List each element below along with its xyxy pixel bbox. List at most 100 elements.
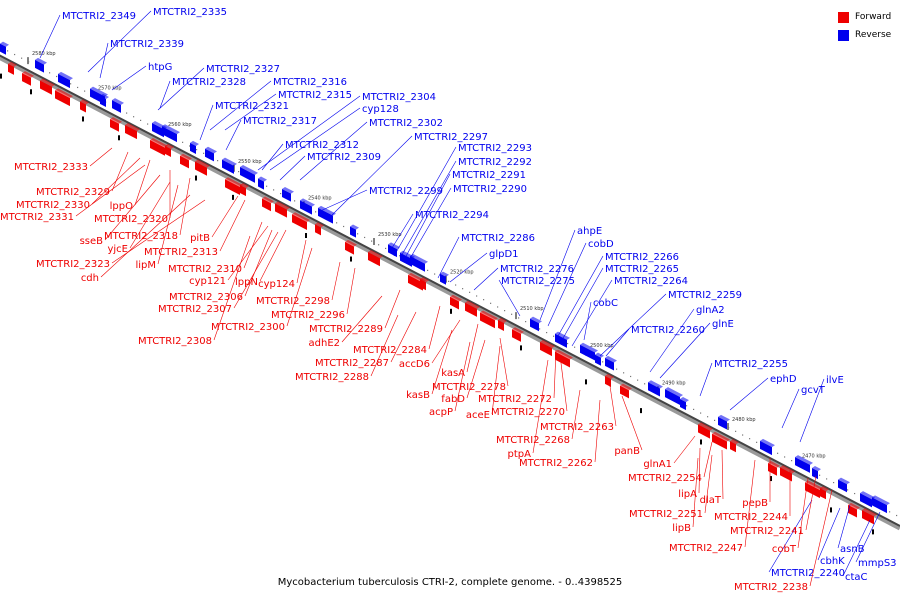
svg-text:MTCTRI2_2316: MTCTRI2_2316 xyxy=(273,77,347,88)
tick-label: 2470 kbp xyxy=(802,454,826,460)
tick-label: 2500 kbp xyxy=(590,343,614,349)
gene-label: MTCTRI2_2292 xyxy=(399,157,532,259)
gene-label: MTCTRI2_2335 xyxy=(87,7,227,73)
svg-text:MTCTRI2_2240: MTCTRI2_2240 xyxy=(771,568,845,579)
minor-tick xyxy=(140,119,142,121)
minor-tick xyxy=(371,240,373,242)
minor-tick xyxy=(70,83,72,85)
minor-tick xyxy=(357,233,359,235)
tick-label: 2510 kbp xyxy=(520,306,544,312)
gene-label: ahpE xyxy=(539,226,602,321)
gene-arrow xyxy=(222,157,237,174)
minor-tick xyxy=(686,405,688,407)
svg-text:MTCTRI2_2266: MTCTRI2_2266 xyxy=(605,252,679,263)
gene-arrow xyxy=(262,196,274,212)
svg-text:adhE2: adhE2 xyxy=(309,338,341,349)
gene-label: ephD xyxy=(729,374,797,411)
gene-arrow xyxy=(860,491,875,508)
svg-text:MTCTRI2_2339: MTCTRI2_2339 xyxy=(110,39,184,50)
svg-text:glnE: glnE xyxy=(712,319,734,330)
minor-tick xyxy=(182,141,184,143)
gene-arrow xyxy=(368,249,383,267)
gene-arrow xyxy=(555,331,570,348)
gene-label: MTCTRI2_2330 xyxy=(16,157,141,211)
gene-label: asnB xyxy=(837,504,865,555)
gene-arrow xyxy=(848,502,860,518)
gene-label: MTCTRI2_2312 xyxy=(261,140,359,171)
minor-tick xyxy=(448,280,450,282)
minor-tick xyxy=(525,321,527,323)
svg-text:lppO: lppO xyxy=(110,201,133,212)
svg-text:MTCTRI2_2310: MTCTRI2_2310 xyxy=(168,264,242,275)
svg-text:MTCTRI2_2349: MTCTRI2_2349 xyxy=(62,11,136,22)
gene-label: acpP xyxy=(429,341,471,418)
gene-arrow xyxy=(872,495,890,514)
minor-tick xyxy=(273,189,275,191)
minor-tick xyxy=(511,313,513,315)
svg-text:glnA2: glnA2 xyxy=(696,305,725,316)
svg-text:MTCTRI2_2272: MTCTRI2_2272 xyxy=(478,394,552,405)
gene-arrow xyxy=(110,117,122,132)
gene-arrow xyxy=(648,380,663,397)
minor-tick xyxy=(693,408,695,411)
svg-text:MTCTRI2_2241: MTCTRI2_2241 xyxy=(730,526,804,537)
gene-arrow xyxy=(480,310,498,329)
gene-label: pepB xyxy=(742,458,771,509)
gene-label: lipA xyxy=(678,447,701,500)
legend-forward-label: Forward xyxy=(855,12,892,22)
gene-label: MTCTRI2_2251 xyxy=(629,454,713,520)
gene-label: lipM xyxy=(135,184,179,271)
svg-text:MTCTRI2_2298: MTCTRI2_2298 xyxy=(256,296,330,307)
gene-label: MTCTRI2_2304 xyxy=(257,92,436,171)
svg-text:accD6: accD6 xyxy=(399,359,430,370)
gene-arrow xyxy=(730,439,739,453)
minor-tick xyxy=(378,244,380,246)
gene-label: MTCTRI2_2349 xyxy=(39,11,136,59)
gene-arrow xyxy=(665,387,683,405)
gene-arrow xyxy=(292,212,310,231)
svg-text:htpG: htpG xyxy=(148,62,172,73)
gene-label: dlaT xyxy=(700,449,724,506)
minor-tick xyxy=(28,61,30,63)
gene-label: MTCTRI2_2270 xyxy=(491,354,568,418)
gene-label: MTCTRI2_2244 xyxy=(714,470,791,523)
gene-arrow xyxy=(225,177,243,196)
gene-arrow xyxy=(180,153,192,169)
gene-labels: MTCTRI2_2349 MTCTRI2_2335 MTCTRI2_2339 htpG… xyxy=(0,7,897,593)
gene-arrow xyxy=(55,88,73,107)
tick-label: 2490 kbp xyxy=(662,380,686,386)
svg-text:MTCTRI2_2333: MTCTRI2_2333 xyxy=(14,162,88,173)
backbone-line xyxy=(0,54,900,527)
svg-text:MTCTRI2_2317: MTCTRI2_2317 xyxy=(243,116,317,127)
gene-label: lipB xyxy=(672,457,699,534)
gene-label: MTCTRI2_2287 xyxy=(315,311,417,369)
minor-tick xyxy=(196,149,198,151)
gene-mark xyxy=(450,308,452,314)
svg-text:MTCTRI2_2289: MTCTRI2_2289 xyxy=(309,324,383,335)
gene-arrow xyxy=(812,466,821,480)
gene-label: glpD1 xyxy=(449,249,519,283)
tick-label: 2580 kbp xyxy=(32,51,56,57)
minor-tick xyxy=(854,492,856,495)
svg-text:dlaT: dlaT xyxy=(700,495,722,506)
svg-text:MTCTRI2_2254: MTCTRI2_2254 xyxy=(628,473,702,484)
svg-text:MTCTRI2_2327: MTCTRI2_2327 xyxy=(206,64,280,75)
svg-text:MTCTRI2_2270: MTCTRI2_2270 xyxy=(491,407,565,418)
gene-arrow xyxy=(345,239,357,255)
gene-label: MTCTRI2_2286 xyxy=(437,233,535,279)
svg-text:MTCTRI2_2275: MTCTRI2_2275 xyxy=(501,276,575,287)
minor-tick xyxy=(756,441,758,443)
minor-tick xyxy=(623,372,625,374)
svg-text:MTCTRI2_2265: MTCTRI2_2265 xyxy=(605,264,679,275)
svg-text:pepB: pepB xyxy=(742,498,768,509)
gene-arrow xyxy=(780,465,795,482)
svg-text:MTCTRI2_2278: MTCTRI2_2278 xyxy=(432,382,506,393)
tick-label: 2550 kbp xyxy=(238,159,262,165)
gene-label: MTCTRI2_2328 xyxy=(159,77,246,109)
gene-label: MTCTRI2_2298 xyxy=(256,261,341,307)
svg-text:MTCTRI2_2323: MTCTRI2_2323 xyxy=(36,259,110,270)
svg-text:MTCTRI2_2296: MTCTRI2_2296 xyxy=(271,310,345,321)
gene-mark xyxy=(232,194,234,200)
gene-mark xyxy=(195,175,197,181)
